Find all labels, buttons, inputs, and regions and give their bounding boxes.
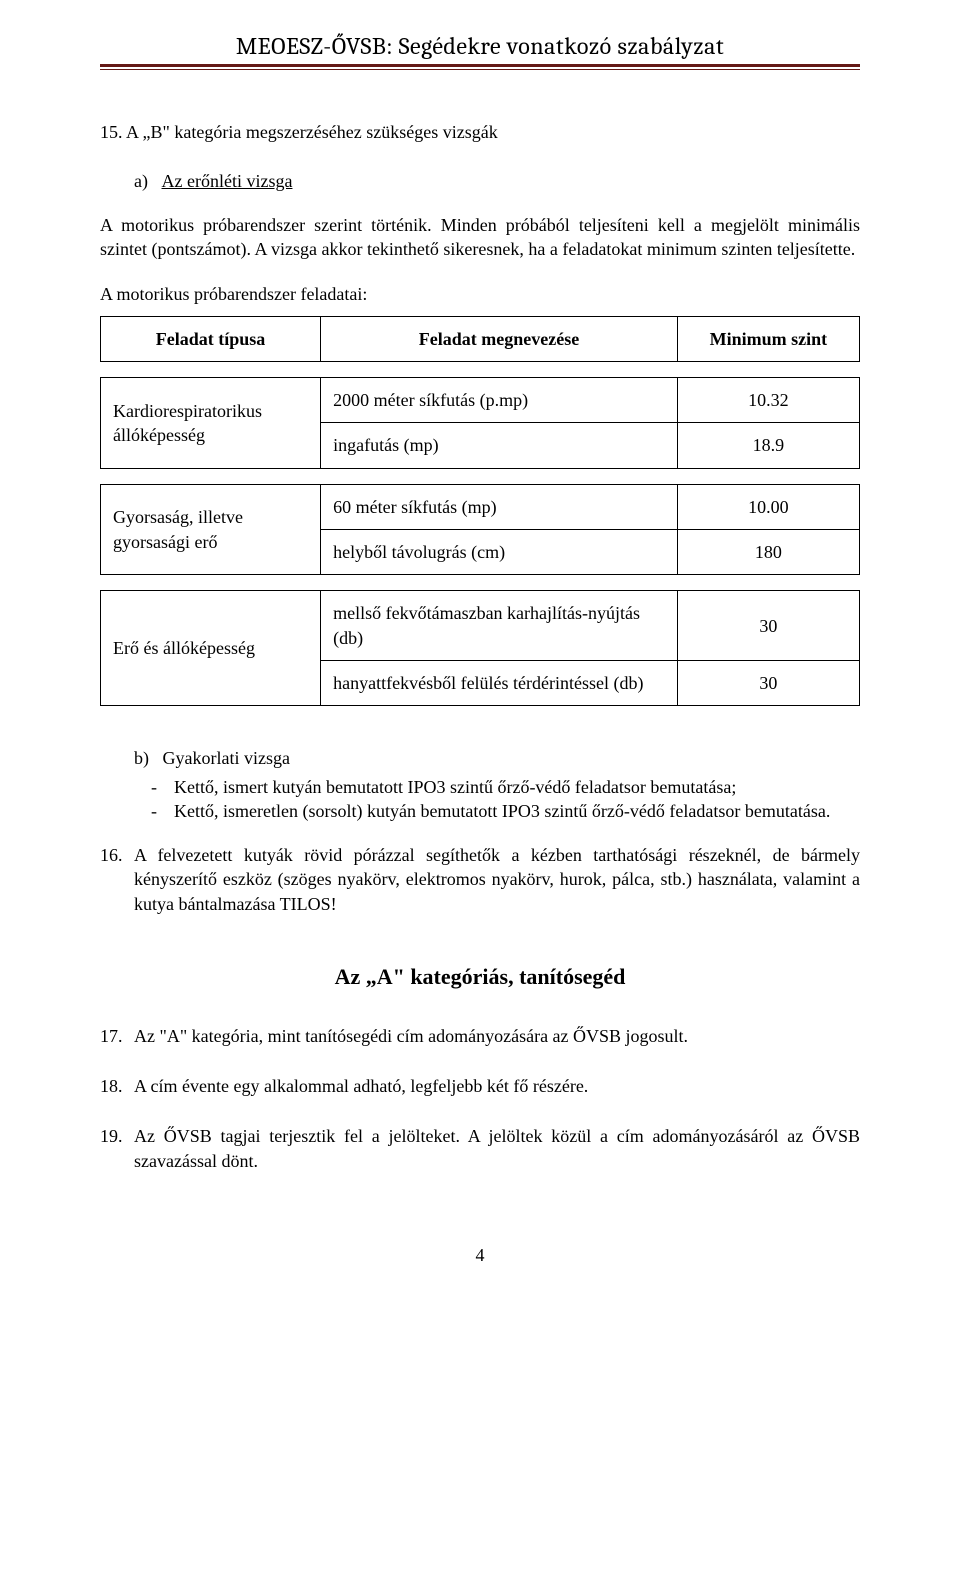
cell-name: 60 méter síkfutás (mp) — [321, 484, 678, 529]
section-15-para2: A motorikus próbarendszer feladatai: — [100, 282, 860, 306]
page-number: 4 — [100, 1243, 860, 1267]
table-spacer — [101, 362, 860, 378]
section-number: 18. — [100, 1074, 134, 1098]
section-number: 19. — [100, 1124, 134, 1173]
section-text: Az "A" kategória, mint tanítósegédi cím … — [134, 1024, 860, 1048]
list-item: - Kettő, ismert kutyán bemutatott IPO3 s… — [100, 775, 860, 799]
item-a-label: Az erőnléti vizsga — [162, 171, 293, 191]
cell-type: Gyorsaság, illetve gyorsasági erő — [101, 484, 321, 575]
section-text: Az ŐVSB tagjai terjesztik fel a jelöltek… — [134, 1124, 860, 1173]
section-15-item-b: b) Gyakorlati vizsga - Kettő, ismert kut… — [100, 746, 860, 823]
cell-min: 18.9 — [677, 423, 859, 468]
table-spacer — [101, 575, 860, 591]
section-number: 16. — [100, 843, 134, 916]
tasks-table: Feladat típusa Feladat megnevezése Minim… — [100, 316, 860, 706]
list-item-text: Kettő, ismert kutyán bemutatott IPO3 szi… — [174, 775, 860, 799]
cell-min: 30 — [677, 660, 859, 705]
cell-type: Kardiorespiratorikus állóképesség — [101, 378, 321, 469]
cell-name: ingafutás (mp) — [321, 423, 678, 468]
section-text: A felvezetett kutyák rövid pórázzal segí… — [134, 843, 860, 916]
cell-min: 180 — [677, 530, 859, 575]
dash-marker: - — [134, 775, 174, 799]
section-18: 18. A cím évente egy alkalommal adható, … — [100, 1074, 860, 1098]
cell-min: 30 — [677, 591, 859, 661]
section-15-title: 15. A „B" kategória megszerzéséhez szüks… — [100, 120, 860, 144]
section-15-item-a: a) Az erőnléti vizsga — [134, 169, 860, 193]
list-marker: a) — [134, 169, 158, 193]
item-b-label: Gyakorlati vizsga — [163, 748, 290, 768]
page-header: MEOESZ-ŐVSB: Segédekre vonatkozó szabály… — [100, 30, 860, 70]
section-17: 17. Az "A" kategória, mint tanítósegédi … — [100, 1024, 860, 1048]
item-b-lead: b) Gyakorlati vizsga — [134, 746, 860, 770]
section-16: 16. A felvezetett kutyák rövid pórázzal … — [100, 843, 860, 916]
category-a-title: Az „A" kategóriás, tanítósegéd — [100, 962, 860, 992]
cell-name: 2000 méter síkfutás (p.mp) — [321, 378, 678, 423]
section-15-para1: A motorikus próbarendszer szerint történ… — [100, 213, 860, 262]
section-19: 19. Az ŐVSB tagjai terjesztik fel a jelö… — [100, 1124, 860, 1173]
table-spacer — [101, 468, 860, 484]
th-name: Feladat megnevezése — [321, 316, 678, 361]
section-text: A cím évente egy alkalommal adható, legf… — [134, 1074, 860, 1098]
header-rule-thick — [100, 64, 860, 67]
dash-marker: - — [134, 799, 174, 823]
cell-min: 10.00 — [677, 484, 859, 529]
list-marker: b) — [134, 746, 158, 770]
list-item-text: Kettő, ismeretlen (sorsolt) kutyán bemut… — [174, 799, 860, 823]
list-item: - Kettő, ismeretlen (sorsolt) kutyán bem… — [100, 799, 860, 823]
cell-type: Erő és állóképesség — [101, 591, 321, 706]
cell-name: mellső fekvőtámaszban karhajlítás-nyújtá… — [321, 591, 678, 661]
table-row: Erő és állóképesség mellső fekvőtámaszba… — [101, 591, 860, 661]
header-rule-thin — [100, 69, 860, 70]
th-type: Feladat típusa — [101, 316, 321, 361]
table-row: Gyorsaság, illetve gyorsasági erő 60 mét… — [101, 484, 860, 529]
table-row: Kardiorespiratorikus állóképesség 2000 m… — [101, 378, 860, 423]
cell-min: 10.32 — [677, 378, 859, 423]
table-header-row: Feladat típusa Feladat megnevezése Minim… — [101, 316, 860, 361]
cell-name: hanyattfekvésből felülés térdérintéssel … — [321, 660, 678, 705]
header-title: MEOESZ-ŐVSB: Segédekre vonatkozó szabály… — [100, 30, 860, 62]
th-min: Minimum szint — [677, 316, 859, 361]
cell-name: helyből távolugrás (cm) — [321, 530, 678, 575]
section-number: 17. — [100, 1024, 134, 1048]
